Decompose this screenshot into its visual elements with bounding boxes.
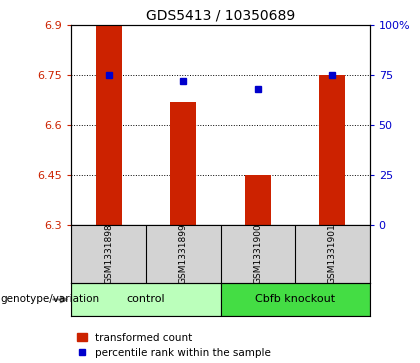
Bar — [71, 283, 220, 316]
Bar — [220, 283, 370, 316]
Text: GSM1331899: GSM1331899 — [179, 224, 188, 285]
Bar — [245, 175, 271, 225]
Bar — [96, 25, 122, 225]
Text: GSM1331901: GSM1331901 — [328, 224, 337, 285]
Bar — [170, 102, 196, 225]
Text: GSM1331900: GSM1331900 — [253, 224, 262, 285]
Text: control: control — [127, 294, 165, 305]
Legend: transformed count, percentile rank within the sample: transformed count, percentile rank withi… — [76, 333, 271, 358]
Text: genotype/variation: genotype/variation — [0, 294, 99, 305]
Title: GDS5413 / 10350689: GDS5413 / 10350689 — [146, 9, 295, 23]
Text: Cbfb knockout: Cbfb knockout — [255, 294, 335, 305]
Text: GSM1331898: GSM1331898 — [104, 224, 113, 285]
Bar — [319, 75, 345, 225]
